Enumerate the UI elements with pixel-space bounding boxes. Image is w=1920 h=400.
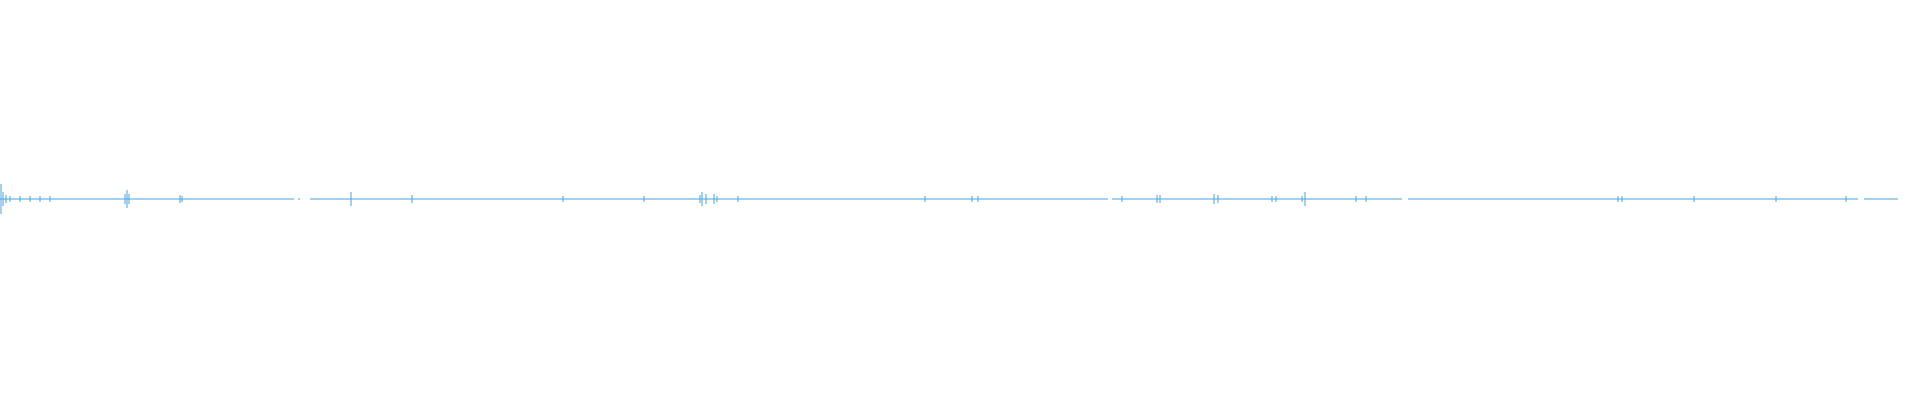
waveform <box>0 184 1898 214</box>
waveform-peaks <box>124 190 1847 208</box>
waveform-peaks <box>0 184 51 214</box>
